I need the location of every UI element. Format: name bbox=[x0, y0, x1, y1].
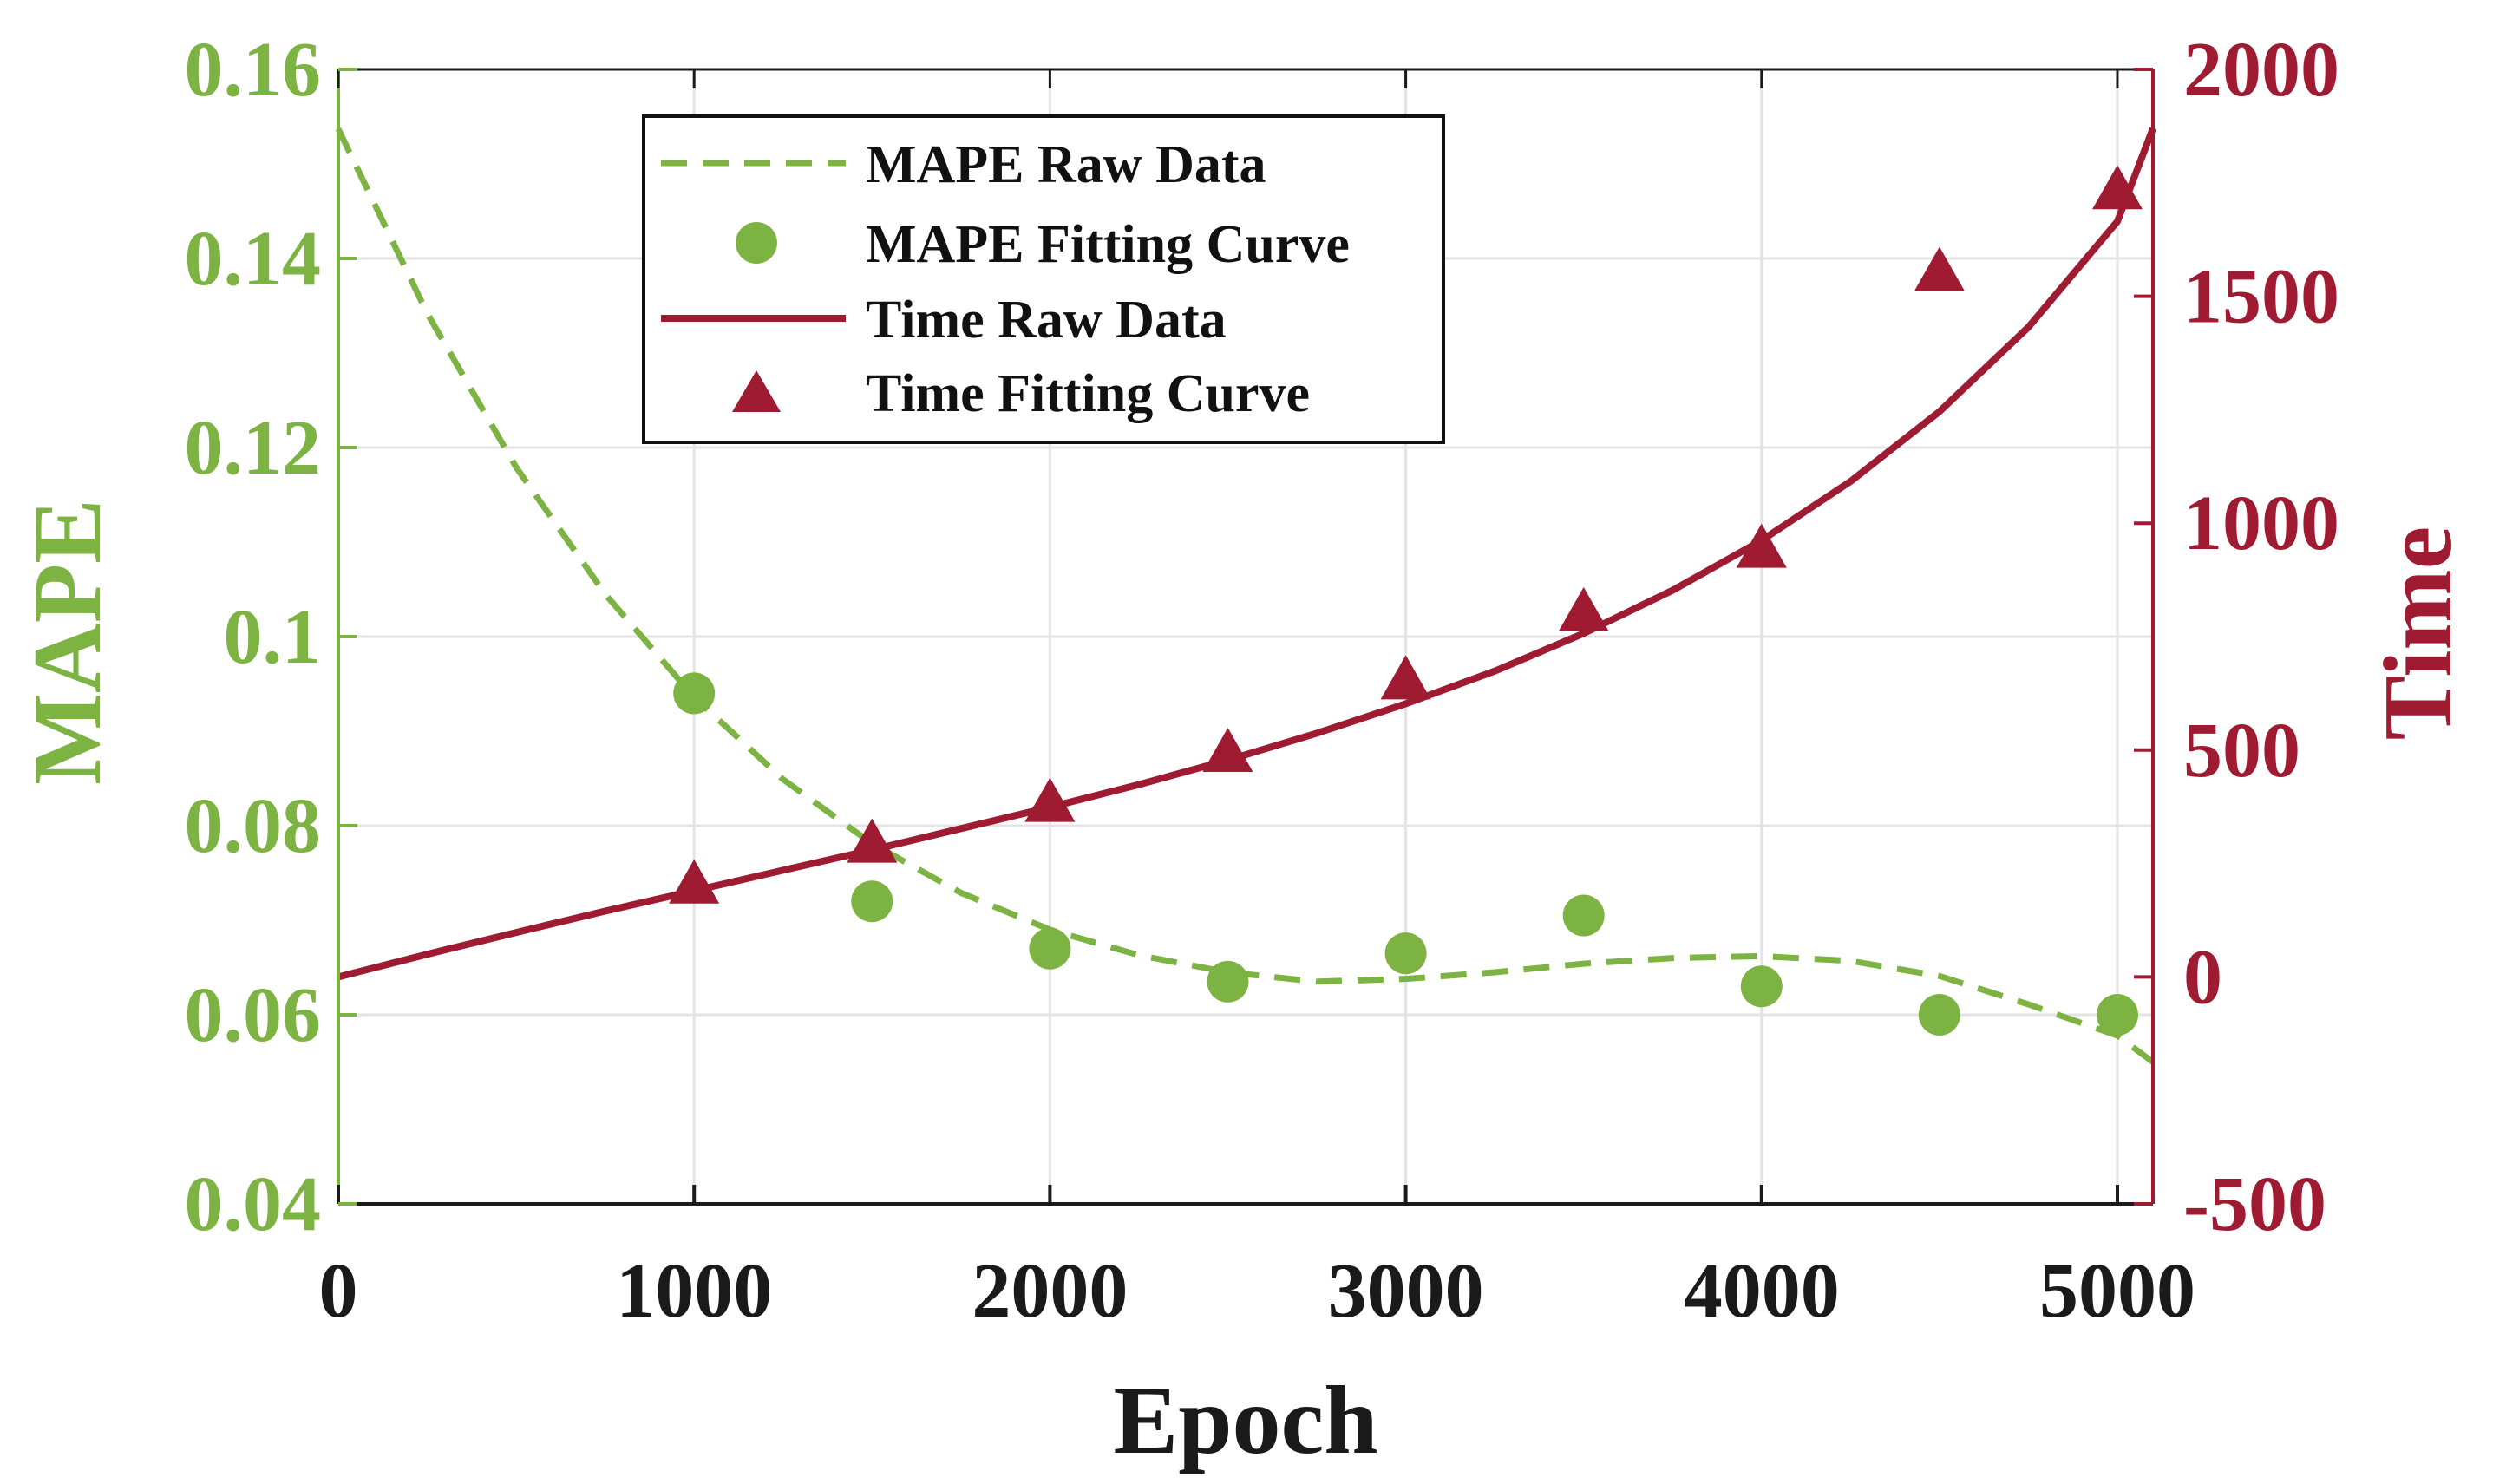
mape-fitting-point bbox=[1918, 994, 1960, 1036]
time-fitting-point bbox=[669, 859, 720, 904]
mape-fitting-point bbox=[851, 880, 893, 923]
mape-raw-data-line bbox=[335, 127, 2156, 1065]
legend: MAPE Raw Data MAPE Fitting Curve Time Ra… bbox=[642, 114, 1445, 444]
series-layer bbox=[335, 127, 2156, 1065]
time-fitting-point bbox=[1024, 777, 1076, 822]
y-axis-left-title: MAPE bbox=[14, 499, 121, 785]
time-fitting-point bbox=[1202, 728, 1253, 773]
legend-label-time-fitting: Time Fitting Curve bbox=[866, 364, 1310, 423]
y-tick-label-right: 2000 bbox=[2183, 27, 2339, 113]
x-tick-label: 5000 bbox=[2039, 1248, 2195, 1334]
time-fitting-point bbox=[1914, 246, 1965, 291]
x-tick-label: 0 bbox=[319, 1248, 358, 1334]
legend-mape-fitting-swatch bbox=[736, 222, 777, 264]
x-tick-label: 1000 bbox=[616, 1248, 772, 1334]
y-tick-label-right: 1500 bbox=[2183, 254, 2339, 340]
y-tick-label-left: 0.1 bbox=[224, 594, 322, 680]
time-fitting-point bbox=[1380, 655, 1431, 700]
mape-fitting-point bbox=[1740, 965, 1783, 1008]
mape-fitting-point bbox=[1207, 960, 1249, 1003]
mape-fitting-point bbox=[1384, 932, 1427, 975]
mape-fitting-point bbox=[673, 672, 716, 715]
x-tick-label: 2000 bbox=[972, 1248, 1128, 1334]
time-fitting-point bbox=[1558, 586, 1609, 631]
y-tick-label-right: 1000 bbox=[2183, 481, 2339, 566]
x-axis-title: Epoch bbox=[1114, 1367, 1378, 1474]
y-tick-label-left: 0.04 bbox=[185, 1161, 322, 1247]
y-tick-label-right: 0 bbox=[2183, 934, 2222, 1020]
y-tick-label-right: 500 bbox=[2183, 708, 2300, 794]
y-tick-label-left: 0.14 bbox=[185, 216, 322, 302]
time-fitting-point bbox=[2091, 165, 2143, 210]
legend-label-mape-fitting: MAPE Fitting Curve bbox=[866, 215, 1350, 274]
x-tick-label: 4000 bbox=[1684, 1248, 1840, 1334]
y-tick-label-left: 0.12 bbox=[185, 405, 322, 491]
time-fitting-point bbox=[847, 818, 898, 863]
mape-fitting-point bbox=[1029, 927, 1071, 970]
time-fitting-point bbox=[1736, 523, 1787, 568]
mape-fitting-point bbox=[1562, 894, 1605, 937]
time-raw-data-line bbox=[337, 127, 2156, 981]
ticks-layer: 0 1000 2000 3000 4000 50000.040.060.080.10.12… bbox=[185, 27, 2340, 1334]
legend-box bbox=[642, 114, 1445, 444]
y-tick-label-left: 0.06 bbox=[185, 972, 322, 1058]
legend-time-fitting-swatch bbox=[732, 370, 781, 412]
x-tick-label: 3000 bbox=[1328, 1248, 1484, 1334]
legend-label-time-raw: Time Raw Data bbox=[866, 291, 1227, 350]
y-tick-label-left: 0.16 bbox=[185, 27, 322, 113]
mape-fitting-point bbox=[2096, 994, 2138, 1036]
y-tick-label-right: -500 bbox=[2183, 1161, 2326, 1247]
y-tick-label-left: 0.08 bbox=[185, 783, 322, 869]
legend-label-mape-raw: MAPE Raw Data bbox=[866, 135, 1266, 194]
y-axis-right-title: Time bbox=[2365, 526, 2472, 741]
